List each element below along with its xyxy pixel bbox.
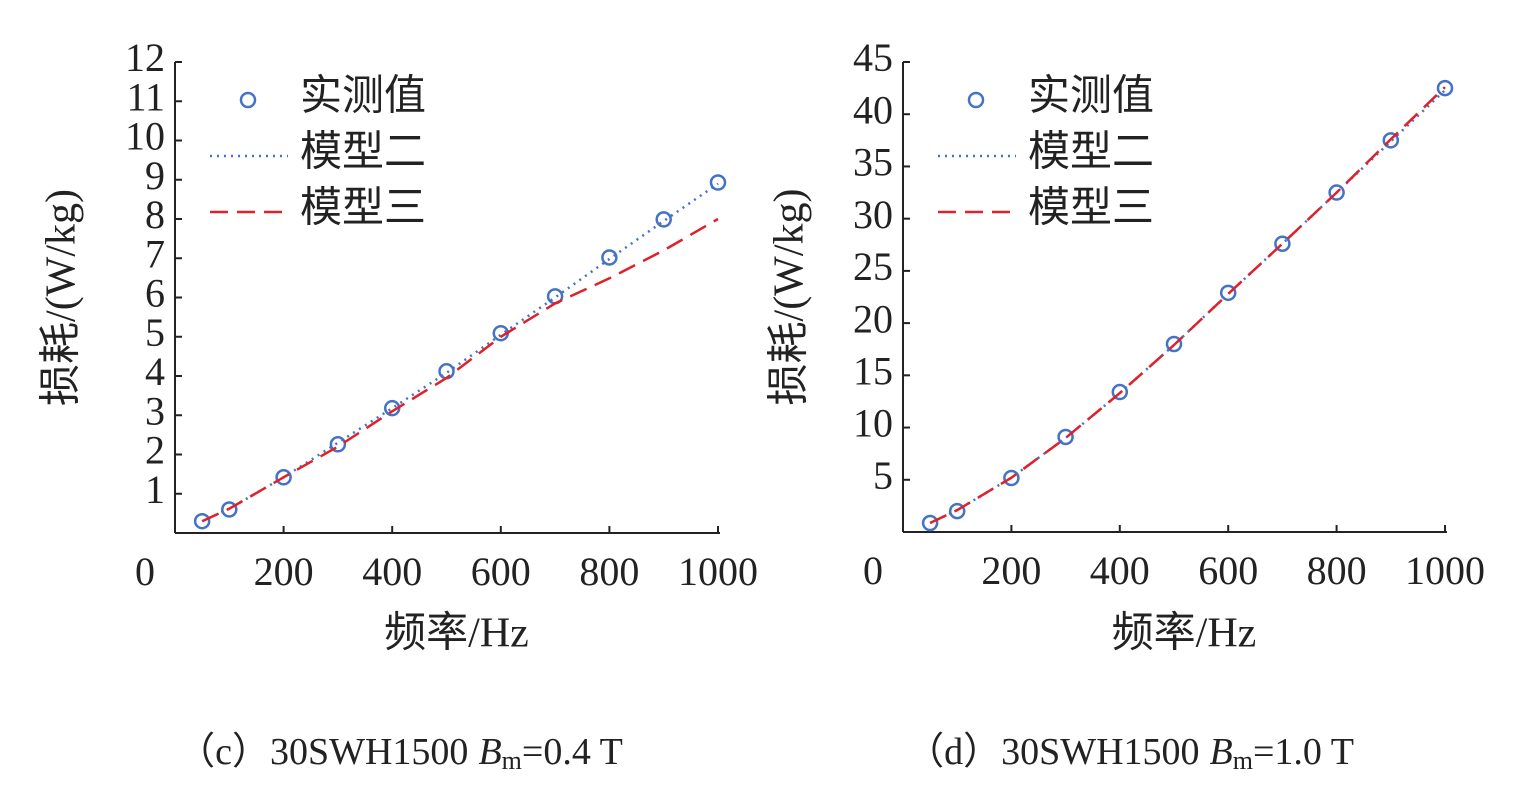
caption-subscript: m: [502, 746, 522, 775]
data-point: [1436, 79, 1454, 97]
data-point: [655, 211, 672, 228]
y-tick-label: 7: [145, 231, 165, 276]
legend-label: 模型三: [1028, 186, 1154, 232]
x-tick-label: 400: [362, 549, 422, 594]
x-axis-label: 频率/Hz: [384, 610, 529, 657]
y-tick-label: 5: [873, 453, 893, 498]
data-point: [601, 249, 618, 266]
data-point: [329, 436, 347, 453]
data-point: [1382, 132, 1400, 149]
y-tick-label: 5: [145, 310, 165, 355]
legend-label: 模型三: [300, 186, 426, 232]
x-tick-label: 800: [1307, 548, 1367, 593]
data-point: [1111, 383, 1129, 401]
x-tick-label: 800: [579, 549, 639, 594]
legend-label: 实测值: [1028, 73, 1154, 120]
y-tick-label: 30: [853, 192, 893, 237]
y-tick-label: 45: [853, 35, 893, 80]
data-point: [1165, 335, 1183, 353]
data-point: [1219, 284, 1237, 302]
data-point: [1274, 235, 1291, 252]
y-tick-label: 11: [126, 74, 165, 119]
legend-marker: [239, 91, 257, 109]
data-point: [1057, 428, 1074, 446]
y-tick-label: 8: [145, 192, 165, 237]
y-tick-label: 3: [145, 388, 165, 433]
x-tick-label: 400: [1090, 548, 1150, 593]
series-line: [201, 217, 719, 523]
x-axis-label: 频率/Hz: [1112, 610, 1257, 657]
series-line: [929, 89, 1446, 525]
caption-prefix: （c）30SWH1500: [177, 731, 468, 773]
x-tick-label: 600: [471, 549, 531, 594]
y-tick-label: 20: [853, 296, 893, 341]
y-tick-label: 25: [853, 244, 893, 289]
x-tick-label: 200: [981, 548, 1041, 593]
x-tick-label: 0: [135, 549, 155, 594]
x-tick-label: 0: [863, 548, 883, 593]
data-point: [1003, 469, 1020, 487]
caption: （d）30SWH1500 Bm=1.0 T: [906, 731, 1354, 775]
y-axis-label: 损耗/(W/kg): [39, 189, 85, 406]
y-tick-label: 15: [853, 349, 893, 394]
data-point: [921, 514, 939, 532]
caption-suffix: =1.0 T: [1253, 731, 1354, 773]
caption-subscript: m: [1233, 746, 1253, 775]
caption-suffix: =0.4 T: [522, 731, 623, 773]
data-point: [275, 469, 292, 486]
legend-label: 模型二: [300, 130, 426, 176]
y-tick-label: 40: [853, 87, 893, 132]
legend-marker: [967, 91, 985, 109]
data-point: [1328, 184, 1345, 201]
caption-symbol: B: [1210, 731, 1233, 773]
y-tick-label: 10: [125, 114, 165, 159]
y-tick-label: 1: [145, 467, 165, 512]
y-tick-label: 2: [145, 428, 165, 473]
x-tick-label: 1000: [1405, 548, 1485, 593]
x-tick-label: 600: [1198, 548, 1258, 593]
y-tick-label: 6: [145, 271, 165, 316]
data-point: [948, 502, 966, 520]
y-tick-label: 35: [853, 140, 893, 185]
data-point: [709, 174, 727, 191]
data-point: [193, 512, 211, 530]
legend-label: 实测值: [300, 73, 426, 120]
data-point: [221, 501, 238, 518]
y-tick-label: 4: [145, 349, 165, 394]
caption-prefix: （d）30SWH1500: [906, 731, 1199, 773]
caption: （c）30SWH1500 Bm=0.4 T: [177, 731, 623, 775]
y-tick-label: 10: [853, 401, 893, 446]
x-tick-label: 200: [254, 549, 314, 594]
x-tick-label: 1000: [678, 549, 758, 594]
y-tick-label: 9: [145, 153, 165, 198]
caption-symbol: B: [478, 731, 501, 773]
y-axis-label: 损耗/(W/kg): [767, 189, 813, 406]
legend-label: 模型二: [1028, 130, 1154, 176]
series-line: [929, 86, 1446, 525]
y-tick-label: 12: [125, 35, 165, 80]
